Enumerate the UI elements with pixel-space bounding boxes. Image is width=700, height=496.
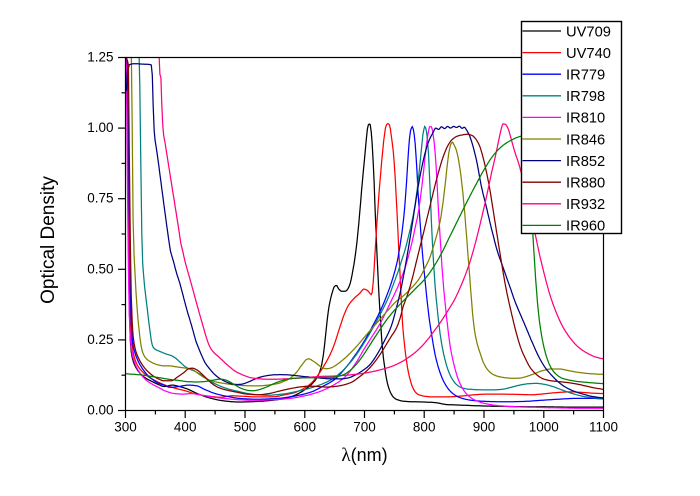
svg-text:UV709: UV709 (566, 24, 611, 40)
svg-text:400: 400 (174, 420, 197, 435)
svg-text:λ(nm): λ(nm) (341, 445, 387, 466)
svg-text:IR798: IR798 (566, 89, 605, 105)
svg-text:UV740: UV740 (566, 46, 611, 62)
svg-text:0.50: 0.50 (87, 261, 113, 276)
svg-text:IR960: IR960 (566, 219, 605, 235)
svg-text:1.00: 1.00 (87, 120, 113, 135)
svg-text:1.25: 1.25 (87, 50, 113, 65)
svg-text:700: 700 (353, 420, 376, 435)
svg-text:0.00: 0.00 (87, 403, 113, 418)
svg-text:IR779: IR779 (566, 68, 605, 84)
svg-text:IR852: IR852 (566, 154, 605, 170)
svg-text:Optical Density: Optical Density (38, 176, 59, 304)
svg-text:0.75: 0.75 (87, 191, 113, 206)
svg-text:300: 300 (114, 420, 137, 435)
svg-text:800: 800 (413, 420, 436, 435)
svg-text:IR810: IR810 (566, 111, 605, 127)
svg-text:1000: 1000 (529, 420, 559, 435)
svg-text:IR932: IR932 (566, 197, 605, 213)
svg-text:500: 500 (234, 420, 257, 435)
svg-text:IR846: IR846 (566, 132, 605, 148)
svg-text:IR880: IR880 (566, 176, 605, 192)
svg-text:1100: 1100 (589, 420, 618, 435)
svg-text:900: 900 (473, 420, 496, 435)
svg-text:600: 600 (294, 420, 317, 435)
svg-text:0.25: 0.25 (87, 332, 113, 347)
